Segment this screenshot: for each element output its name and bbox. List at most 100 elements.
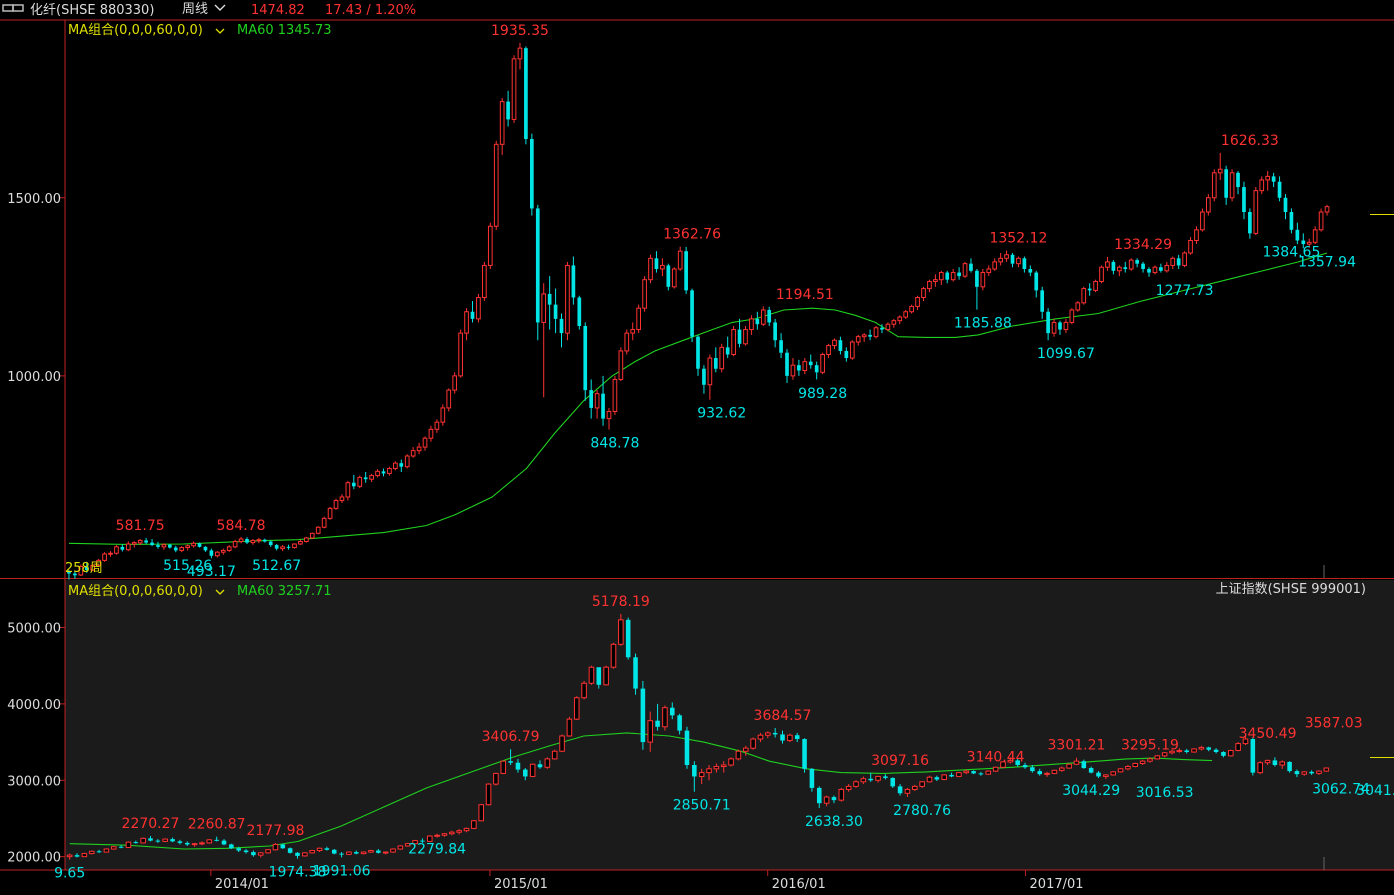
candle: [950, 269, 956, 282]
candle: [849, 340, 855, 360]
y-tick-label: 3000.00: [7, 774, 61, 789]
candle: [1099, 265, 1104, 284]
candle: [547, 276, 552, 330]
candle: [245, 537, 249, 544]
main-ma-label: MA60 1345.73: [237, 23, 332, 38]
candle: [102, 552, 107, 562]
candle: [1287, 761, 1292, 773]
candle: [767, 306, 772, 326]
candle: [985, 770, 992, 775]
candle: [1318, 208, 1324, 232]
sub-ma-label: MA60 3257.71: [237, 584, 332, 599]
main-indicator-label[interactable]: MA组合(0,0,0,60,0,0): [68, 23, 203, 38]
candle: [1164, 261, 1170, 273]
sub-symbol-title: 上证指数(SHSE 999001): [1216, 582, 1366, 597]
candle: [838, 787, 845, 802]
candle: [1075, 301, 1081, 312]
candle: [1034, 270, 1039, 298]
candle: [980, 269, 986, 291]
extreme-label: 3044.29: [1062, 783, 1120, 799]
candle: [108, 551, 113, 557]
candle: [131, 541, 137, 548]
candle: [773, 318, 777, 348]
candle: [251, 850, 256, 857]
candle: [541, 283, 547, 398]
period-dropdown[interactable]: 周线: [182, 2, 208, 17]
link-icon[interactable]: [2, 4, 24, 12]
candle: [957, 267, 961, 280]
candle: [662, 705, 668, 731]
candle: [156, 541, 160, 549]
candle: [236, 846, 241, 853]
candle: [802, 358, 808, 375]
candle: [161, 543, 167, 550]
candle: [571, 256, 576, 305]
candle: [642, 276, 647, 312]
candle: [787, 733, 793, 743]
sub-y-axis: 2000.00 3000.00 4000.00 5000.00: [7, 621, 65, 866]
sub-indicator-chevron-icon[interactable]: [215, 589, 225, 595]
candle: [179, 546, 185, 553]
candle: [280, 545, 285, 552]
candle: [478, 803, 484, 822]
candle: [1110, 771, 1116, 776]
candle: [904, 787, 911, 797]
candle: [1228, 749, 1234, 757]
candle: [73, 571, 77, 579]
main-panel-bg: [65, 20, 1394, 578]
candle: [559, 313, 564, 348]
candle: [640, 680, 646, 750]
candle: [162, 838, 168, 843]
candle: [868, 772, 873, 782]
candle: [1224, 165, 1228, 205]
sub-annotations: 5178.19 3406.79 3684.57 3097.16 3140.44 3301.…: [54, 594, 1394, 882]
extreme-label: 1185.88: [954, 316, 1012, 332]
candle: [720, 761, 727, 773]
extreme-label: 1357.94: [1298, 254, 1356, 270]
candle: [975, 269, 979, 310]
candle: [144, 537, 148, 544]
candle: [493, 772, 499, 786]
candle: [1103, 774, 1109, 779]
candle: [517, 42, 523, 70]
candle: [860, 776, 867, 785]
candle: [1235, 742, 1241, 752]
candle: [257, 852, 264, 858]
extreme-label: 512.67: [252, 558, 301, 574]
candle: [458, 329, 463, 378]
candle: [226, 545, 232, 552]
candle: [199, 841, 205, 846]
candle: [1253, 187, 1259, 236]
candle: [185, 544, 190, 551]
candle: [544, 757, 551, 769]
candle: [636, 304, 641, 334]
candle: [390, 848, 396, 853]
candle: [191, 541, 196, 548]
extreme-label: 1194.51: [776, 287, 834, 303]
indicator-chevron-icon[interactable]: [215, 28, 225, 34]
candle: [476, 293, 481, 323]
candle: [84, 561, 89, 573]
candle: [883, 774, 888, 780]
candle: [428, 425, 434, 442]
candle: [612, 375, 618, 416]
candle: [625, 617, 631, 660]
candle: [274, 543, 279, 551]
candle: [184, 841, 190, 846]
candle: [1236, 171, 1240, 195]
sub-candles: [66, 613, 1330, 860]
candle: [449, 830, 455, 836]
extreme-label: 2780.76: [893, 803, 951, 819]
candle: [197, 542, 202, 548]
candle: [529, 763, 536, 778]
x-tick-label: 2015/01: [494, 877, 548, 892]
candle: [214, 836, 219, 842]
candle: [565, 261, 570, 341]
candle: [404, 454, 410, 469]
candle: [120, 544, 125, 552]
sub-indicator-label[interactable]: MA组合(0,0,0,60,0,0): [68, 584, 203, 599]
chevron-down-icon[interactable]: [214, 4, 226, 11]
candle: [1069, 308, 1075, 325]
x-axis: 2014/01 2015/01 2016/01 2017/01: [210, 870, 1084, 892]
